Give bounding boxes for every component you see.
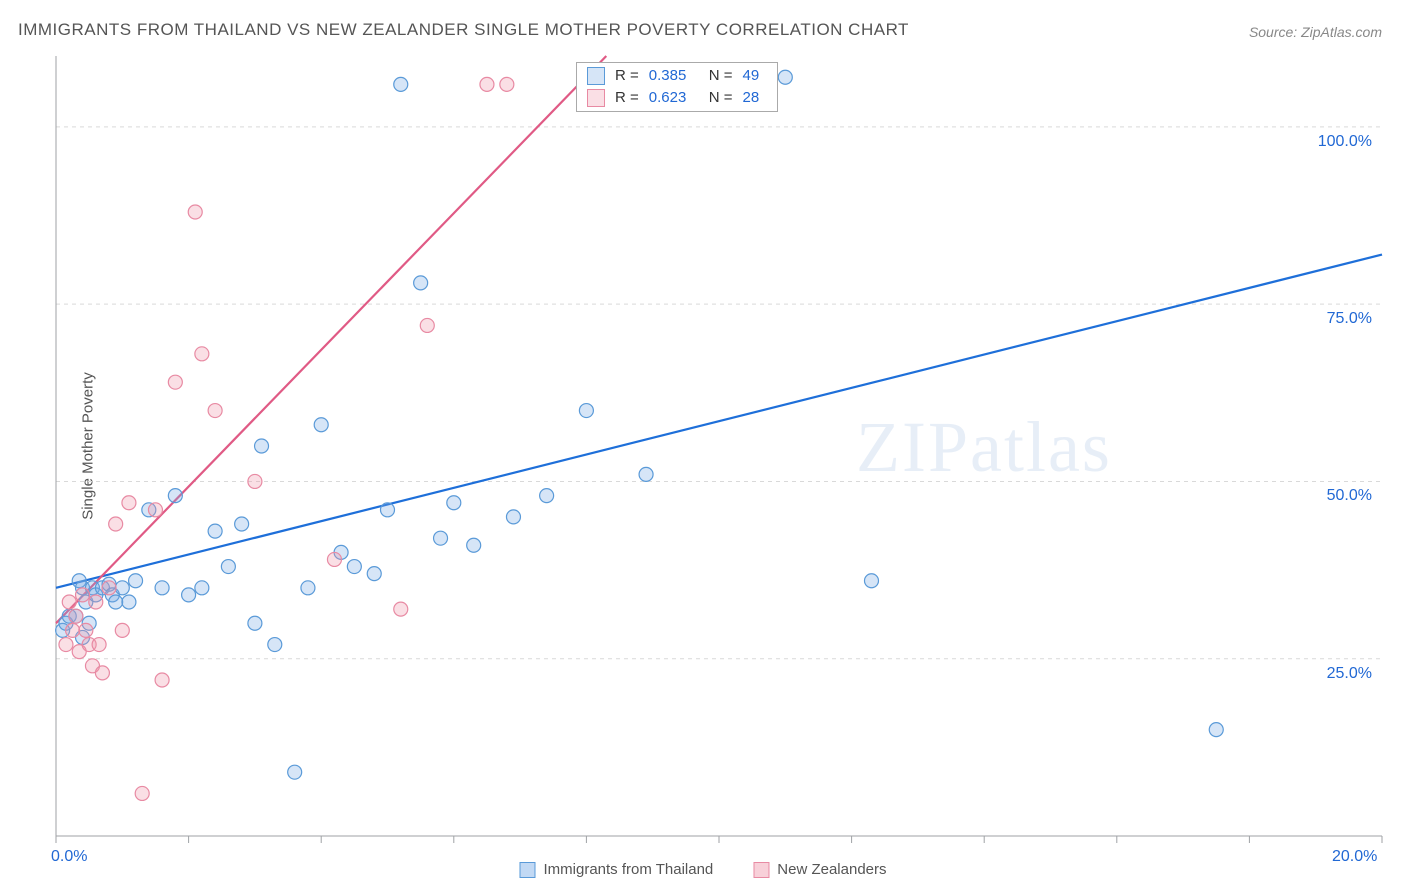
series-swatch [587, 89, 605, 107]
stats-row: R = 0.385 N = 49 [587, 65, 759, 87]
scatter-chart: 0.0%20.0%25.0%50.0%75.0%100.0% ZIPatlas … [56, 56, 1382, 836]
series-swatch [587, 67, 605, 85]
legend-swatch [753, 862, 769, 878]
legend-bottom: Immigrants from Thailand New Zealanders [519, 861, 886, 878]
y-tick-label: 100.0% [1318, 133, 1372, 151]
y-tick-label: 50.0% [1327, 487, 1372, 505]
legend-label: New Zealanders [777, 861, 886, 878]
y-tick-label: 25.0% [1327, 665, 1372, 683]
legend-label: Immigrants from Thailand [543, 861, 713, 878]
chart-title: IMMIGRANTS FROM THAILAND VS NEW ZEALANDE… [18, 20, 909, 40]
legend-item: Immigrants from Thailand [519, 861, 713, 878]
correlation-stats-box: R = 0.385 N = 49R = 0.623 N = 28 [576, 62, 778, 112]
source-attribution: Source: ZipAtlas.com [1249, 24, 1382, 40]
x-tick-label: 20.0% [1332, 848, 1377, 866]
legend-swatch [519, 862, 535, 878]
chart-svg [56, 56, 1382, 836]
y-tick-label: 75.0% [1327, 310, 1372, 328]
legend-item: New Zealanders [753, 861, 886, 878]
stats-row: R = 0.623 N = 28 [587, 87, 759, 109]
x-tick-label: 0.0% [51, 848, 87, 866]
